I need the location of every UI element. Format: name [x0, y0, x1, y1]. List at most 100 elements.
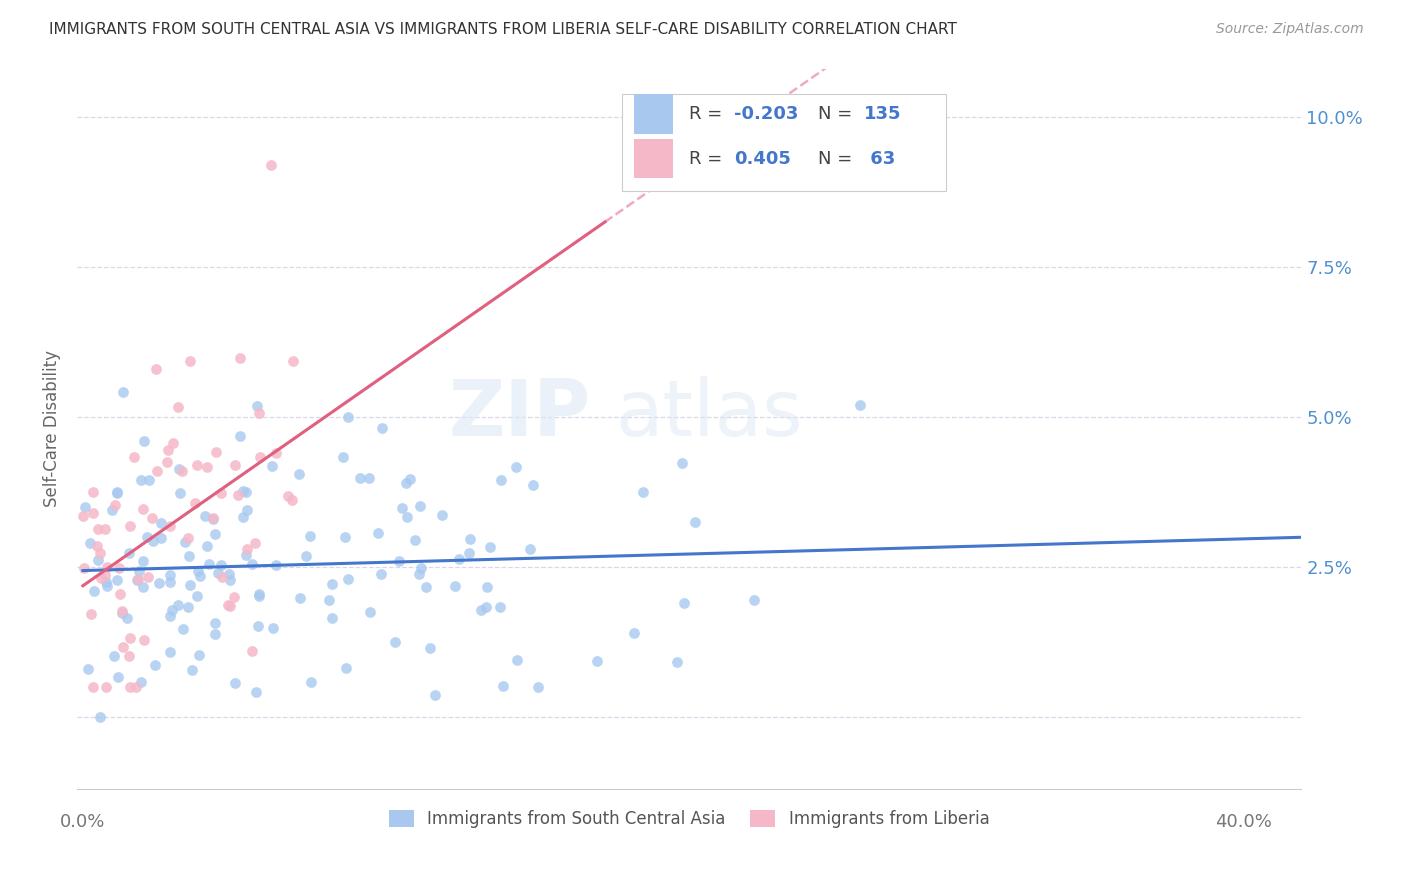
Point: [156, 454, 179, 468]
Point: [150, 531, 173, 545]
Point: [143, 658, 166, 673]
Point: [384, 635, 406, 649]
Point: [156, 443, 179, 458]
Point: [118, 546, 141, 560]
Point: [195, 460, 218, 475]
Point: [142, 533, 165, 548]
Point: [136, 570, 159, 584]
Point: [848, 398, 870, 412]
Point: [633, 485, 655, 500]
Point: [333, 530, 356, 544]
Point: [141, 510, 163, 524]
Point: [281, 354, 304, 368]
Point: [222, 590, 245, 604]
Point: [159, 645, 181, 659]
Point: [167, 400, 190, 414]
Point: [349, 471, 371, 485]
Point: [527, 680, 550, 694]
Point: [321, 611, 343, 625]
Point: [202, 511, 225, 525]
Point: [172, 622, 194, 636]
Point: [186, 458, 208, 473]
Point: [666, 655, 689, 669]
Point: [201, 512, 224, 526]
Point: [479, 541, 502, 555]
Point: [204, 527, 226, 541]
Point: [489, 473, 512, 487]
Point: [288, 467, 311, 481]
Point: [388, 553, 411, 567]
Point: [101, 503, 124, 517]
Point: [118, 648, 141, 663]
Point: [184, 495, 207, 509]
Point: [411, 561, 433, 575]
Text: N =: N =: [818, 150, 863, 168]
Point: [118, 519, 141, 533]
Point: [94, 680, 117, 694]
Point: [277, 490, 299, 504]
Point: [247, 406, 270, 420]
Point: [105, 573, 128, 587]
Point: [77, 662, 100, 676]
Point: [177, 600, 200, 615]
Text: 40.0%: 40.0%: [1215, 814, 1271, 831]
Point: [489, 599, 512, 614]
Point: [506, 653, 529, 667]
Point: [226, 488, 249, 502]
Point: [103, 649, 125, 664]
Point: [240, 558, 263, 572]
Point: [217, 598, 239, 612]
Point: [281, 493, 304, 508]
Point: [457, 546, 479, 560]
Point: [169, 486, 191, 500]
Point: [176, 531, 198, 545]
Text: R =: R =: [689, 105, 728, 123]
Point: [115, 611, 138, 625]
Point: [135, 530, 157, 544]
Text: 0.0%: 0.0%: [60, 814, 105, 831]
Point: [149, 516, 172, 530]
Text: -0.203: -0.203: [734, 105, 799, 123]
Point: [90, 571, 112, 585]
Point: [148, 575, 170, 590]
Point: [86, 539, 108, 553]
Point: [260, 158, 283, 172]
Point: [111, 640, 134, 655]
Point: [391, 501, 413, 516]
Point: [475, 580, 498, 594]
Point: [236, 542, 259, 557]
Point: [492, 679, 515, 693]
Point: [458, 532, 481, 546]
Point: [371, 421, 394, 435]
Point: [409, 499, 432, 513]
Point: [249, 450, 271, 464]
Point: [195, 539, 218, 553]
Point: [132, 580, 155, 594]
Point: [685, 515, 707, 529]
Point: [94, 522, 117, 536]
Point: [194, 509, 217, 524]
Point: [266, 446, 288, 460]
Point: [179, 577, 201, 591]
Point: [245, 399, 267, 413]
Point: [82, 484, 104, 499]
Point: [585, 654, 607, 668]
Point: [186, 589, 208, 603]
Point: [173, 535, 195, 549]
Point: [299, 675, 322, 690]
FancyBboxPatch shape: [621, 94, 946, 191]
Point: [235, 548, 257, 562]
Point: [359, 605, 381, 619]
Point: [209, 486, 232, 500]
Point: [159, 608, 181, 623]
Point: [218, 567, 240, 582]
Text: N =: N =: [818, 105, 858, 123]
Point: [122, 450, 145, 464]
Point: [219, 573, 242, 587]
Point: [145, 361, 167, 376]
Point: [207, 566, 229, 580]
Point: [79, 607, 101, 622]
Point: [159, 575, 181, 590]
Point: [204, 616, 226, 631]
Point: [395, 476, 418, 491]
